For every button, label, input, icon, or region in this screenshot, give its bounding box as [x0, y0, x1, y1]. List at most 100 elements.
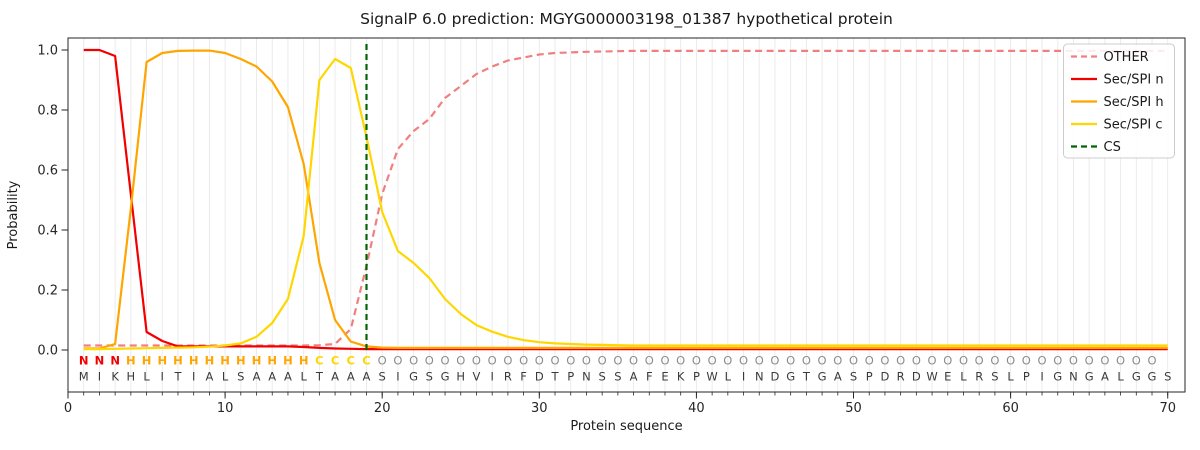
sequence-letter: M — [79, 370, 89, 384]
region-letter: O — [582, 354, 591, 368]
sequence-letter: V — [473, 370, 481, 384]
sequence-letter: S — [614, 370, 621, 384]
sequence-letter: N — [1069, 370, 1078, 384]
sequence-letter: G — [1085, 370, 1094, 384]
sequence-letter: K — [111, 370, 119, 384]
region-letter: O — [975, 354, 984, 368]
plot-area: 0 10 20 30 40 50 60 700.00.20.40.60.81.0N N N H H H H… — [37, 37, 1186, 416]
sequence-letter: A — [347, 370, 355, 384]
region-letter: O — [692, 354, 701, 368]
sequence-letter: L — [300, 370, 307, 384]
sequence-letter: I — [161, 370, 164, 384]
region-letter: O — [1038, 354, 1047, 368]
sequence-letter: A — [284, 370, 292, 384]
series-sec-spi-n — [83, 48, 1168, 351]
region-letter: O — [786, 354, 795, 368]
region-letter: O — [519, 354, 528, 368]
sequence-letter: T — [551, 370, 560, 384]
region-letter: O — [629, 354, 638, 368]
sequence-letter: S — [1164, 370, 1171, 384]
region-letter: O — [1022, 354, 1031, 368]
sequence-letter: A — [1101, 370, 1109, 384]
sequence-letter: G — [1148, 370, 1157, 384]
sequence-letter: P — [866, 370, 873, 384]
axes-spines — [67, 37, 1186, 393]
region-letter: O — [770, 354, 779, 368]
sequence-letter: A — [363, 370, 371, 384]
sequence-letter: G — [818, 370, 827, 384]
region-letter: O — [550, 354, 559, 368]
legend-entry-label: Sec/SPI h — [1104, 95, 1164, 110]
y-tick-label: 1.0 — [37, 44, 58, 59]
sequence-letter: P — [1023, 370, 1030, 384]
x-tick-label: 40 — [688, 401, 705, 416]
y-tick-label: 0.6 — [37, 164, 58, 179]
region-letter: N — [110, 354, 120, 368]
y-tick-label: 0.4 — [37, 224, 58, 239]
region-letter: O — [912, 354, 921, 368]
sequence-letter: A — [205, 370, 213, 384]
chart-title: SignalP 6.0 prediction: MGYG000003198_01… — [360, 10, 893, 29]
region-letter: O — [990, 354, 999, 368]
region-letter: O — [393, 354, 402, 368]
region-letter: O — [488, 354, 497, 368]
y-tick-label: 0.0 — [37, 344, 58, 359]
sequence-letter: A — [268, 370, 276, 384]
region-letter: O — [472, 354, 481, 368]
sequence-letter: L — [725, 370, 732, 384]
region-letter: H — [220, 354, 230, 368]
region-letter: O — [1100, 354, 1109, 368]
region-letter: O — [566, 354, 575, 368]
x-tick-label: 20 — [374, 401, 391, 416]
sequence-letter: H — [456, 370, 465, 384]
y-tick-label: 0.8 — [37, 104, 58, 119]
legend-entry-label: OTHER — [1104, 50, 1149, 65]
region-letter: O — [441, 354, 450, 368]
sequence-letter: I — [742, 370, 745, 384]
region-letter: O — [943, 354, 952, 368]
region-letter: O — [598, 354, 607, 368]
legend-entry-label: CS — [1104, 140, 1121, 155]
sequence-letter: I — [396, 370, 399, 384]
sequence-letter: A — [630, 370, 638, 384]
sequence-letter: I — [490, 370, 493, 384]
sequence-letter: P — [567, 370, 574, 384]
sequence-letter: L — [960, 370, 967, 384]
sequence-letter: L — [222, 370, 229, 384]
sequence-letter: G — [1053, 370, 1062, 384]
series-other — [83, 49, 1168, 347]
sequence-letter: A — [253, 370, 261, 384]
region-letter: O — [723, 354, 732, 368]
sequence-letter: T — [173, 370, 182, 384]
region-letter: C — [347, 354, 355, 368]
axes — [67, 37, 1186, 393]
series-sec-spi-c — [83, 57, 1168, 351]
y-tick-label: 0.2 — [37, 284, 58, 299]
x-tick-label: 50 — [845, 401, 862, 416]
sequence-letter: G — [441, 370, 450, 384]
region-letter: O — [1147, 354, 1156, 368]
region-letter: H — [157, 354, 167, 368]
y-axis-ticks: 0.0 0.2 0.4 0.6 0.8 1.0 — [37, 44, 68, 359]
sequence-letter: R — [504, 370, 512, 384]
x-tick-label: 0 — [64, 401, 72, 416]
sequence-letter: P — [693, 370, 700, 384]
region-letter: O — [1085, 354, 1094, 368]
sequence-letter: D — [881, 370, 890, 384]
legend-entry-label: Sec/SPI c — [1104, 118, 1163, 133]
sequence-letter: A — [331, 370, 339, 384]
sequence-letter: R — [897, 370, 905, 384]
region-letter: H — [142, 354, 152, 368]
series-sec-spi-h — [83, 49, 1168, 350]
x-axis-label: Protein sequence — [570, 419, 682, 434]
region-letter: O — [535, 354, 544, 368]
region-letter: O — [660, 354, 669, 368]
region-letter: O — [378, 354, 387, 368]
region-letter: O — [456, 354, 465, 368]
region-letter: O — [1006, 354, 1015, 368]
region-letter: O — [1069, 354, 1078, 368]
sequence-letter: G — [1132, 370, 1141, 384]
